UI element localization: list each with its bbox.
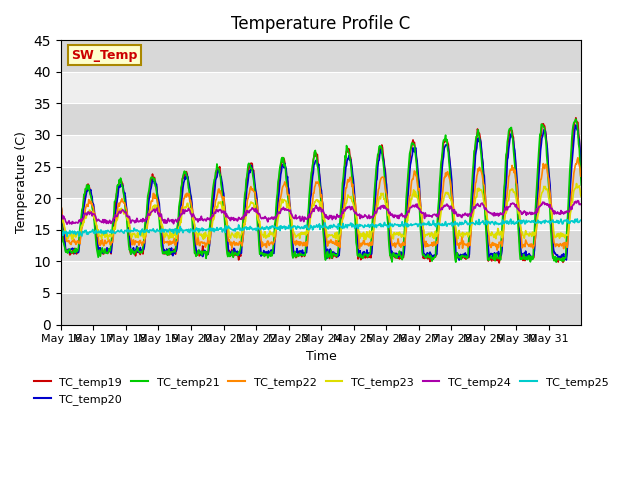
TC_temp21 xyxy=(572,116,580,122)
TC_temp22 xyxy=(577,173,585,179)
Bar xyxy=(61,198,581,230)
TC_temp21 xyxy=(239,212,247,218)
Bar xyxy=(61,230,581,261)
TC_temp19 xyxy=(239,217,247,223)
TC_temp19 xyxy=(577,167,585,172)
TC_temp19 xyxy=(572,115,580,120)
TC_temp25 xyxy=(63,233,71,239)
TC_temp23 xyxy=(404,212,412,217)
TC_temp21 xyxy=(404,176,412,182)
TC_temp20 xyxy=(572,122,580,128)
TC_temp23 xyxy=(240,226,248,231)
TC_temp21 xyxy=(374,151,382,156)
TC_temp22 xyxy=(574,155,582,161)
TC_temp25 xyxy=(57,229,65,235)
TC_temp23 xyxy=(577,194,585,200)
TC_temp25 xyxy=(577,217,585,223)
TC_temp24 xyxy=(404,208,412,214)
TC_temp25 xyxy=(214,228,222,233)
Bar xyxy=(61,167,581,198)
Bar xyxy=(61,135,581,167)
TC_temp22 xyxy=(374,187,382,192)
TC_temp23 xyxy=(573,180,580,186)
TC_temp21 xyxy=(214,165,221,171)
TC_temp24 xyxy=(260,216,268,221)
Line: TC_temp24: TC_temp24 xyxy=(61,201,581,224)
Y-axis label: Temperature (C): Temperature (C) xyxy=(15,132,28,233)
Bar xyxy=(61,72,581,103)
TC_temp19 xyxy=(214,165,221,170)
TC_temp20 xyxy=(404,199,412,205)
TC_temp19 xyxy=(495,260,503,266)
TC_temp23 xyxy=(118,207,126,213)
Line: TC_temp20: TC_temp20 xyxy=(61,125,581,260)
TC_temp19 xyxy=(57,207,65,213)
TC_temp20 xyxy=(118,183,126,189)
TC_temp24 xyxy=(57,213,65,218)
Text: SW_Temp: SW_Temp xyxy=(71,48,138,61)
TC_temp19 xyxy=(259,250,267,255)
TC_temp22 xyxy=(239,231,247,237)
TC_temp19 xyxy=(118,180,126,186)
Line: TC_temp19: TC_temp19 xyxy=(61,118,581,263)
TC_temp24 xyxy=(375,205,383,211)
TC_temp25 xyxy=(375,221,383,227)
Bar xyxy=(61,103,581,135)
Line: TC_temp23: TC_temp23 xyxy=(61,183,581,240)
TC_temp25 xyxy=(119,229,127,235)
TC_temp22 xyxy=(118,196,126,202)
TC_temp19 xyxy=(374,152,382,158)
Title: Temperature Profile C: Temperature Profile C xyxy=(232,15,411,33)
TC_temp22 xyxy=(404,212,412,217)
TC_temp20 xyxy=(214,170,221,176)
TC_temp24 xyxy=(63,221,71,227)
Bar xyxy=(61,293,581,324)
TC_temp25 xyxy=(240,227,248,232)
Bar xyxy=(61,261,581,293)
TC_temp20 xyxy=(259,252,267,258)
TC_temp25 xyxy=(404,224,412,229)
TC_temp22 xyxy=(57,204,65,210)
TC_temp20 xyxy=(577,166,585,172)
TC_temp21 xyxy=(118,183,126,189)
TC_temp20 xyxy=(374,158,382,164)
TC_temp24 xyxy=(574,198,582,204)
TC_temp22 xyxy=(259,241,267,247)
TC_temp23 xyxy=(375,195,383,201)
TC_temp22 xyxy=(493,247,501,253)
Line: TC_temp21: TC_temp21 xyxy=(61,119,581,262)
Bar xyxy=(61,40,581,72)
TC_temp20 xyxy=(57,205,65,211)
TC_temp22 xyxy=(214,191,221,196)
TC_temp20 xyxy=(455,257,463,263)
TC_temp23 xyxy=(260,234,268,240)
Line: TC_temp22: TC_temp22 xyxy=(61,158,581,250)
TC_temp21 xyxy=(552,259,560,265)
TC_temp21 xyxy=(259,252,267,258)
TC_temp25 xyxy=(260,227,268,232)
TC_temp25 xyxy=(573,216,581,222)
TC_temp24 xyxy=(240,212,248,218)
TC_temp21 xyxy=(57,213,65,218)
TC_temp24 xyxy=(214,209,222,215)
TC_temp24 xyxy=(119,207,127,213)
TC_temp21 xyxy=(577,182,585,188)
TC_temp23 xyxy=(57,213,65,219)
TC_temp20 xyxy=(239,230,247,236)
TC_temp19 xyxy=(404,186,412,192)
Legend: TC_temp19, TC_temp20, TC_temp21, TC_temp22, TC_temp23, TC_temp24, TC_temp25: TC_temp19, TC_temp20, TC_temp21, TC_temp… xyxy=(29,373,613,409)
TC_temp23 xyxy=(214,200,222,205)
X-axis label: Time: Time xyxy=(306,350,337,363)
TC_temp24 xyxy=(577,201,585,207)
TC_temp23 xyxy=(205,237,213,243)
Line: TC_temp25: TC_temp25 xyxy=(61,219,581,236)
